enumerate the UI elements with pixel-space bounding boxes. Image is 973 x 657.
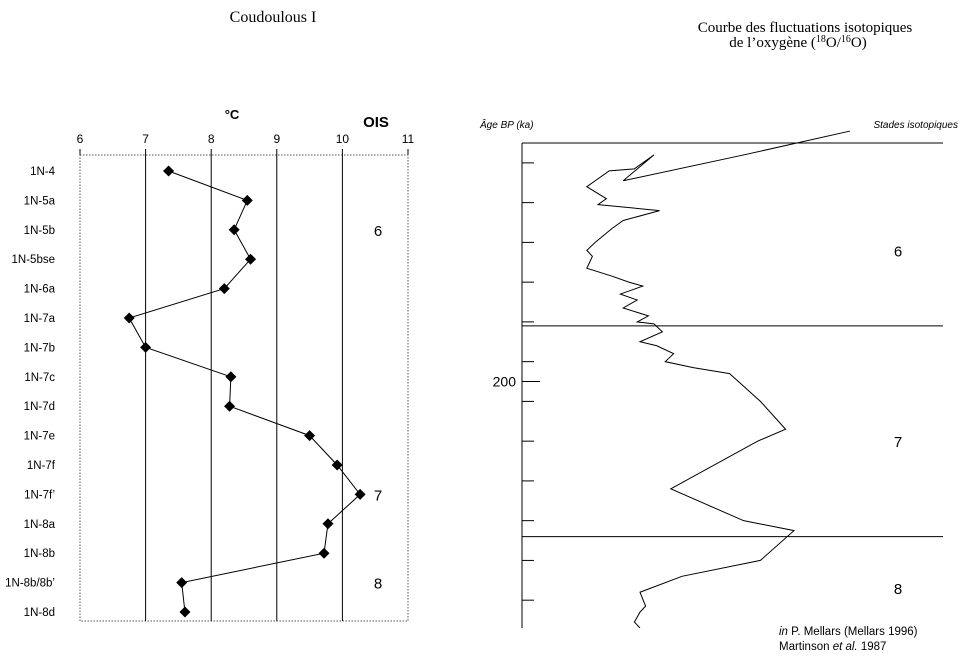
data-point-marker [218, 283, 230, 295]
stage-label: 6 [894, 243, 902, 260]
right-title-iso1-sup: 18 [816, 34, 826, 45]
stage-label: 8 [894, 581, 902, 598]
y-tick-label: 200 [493, 374, 517, 390]
stage-axis-label: Stades isotopiques [873, 120, 958, 131]
category-label: 1N-8d [24, 607, 55, 619]
x-tick-label: 6 [77, 132, 84, 146]
category-label: 1N-8b [24, 548, 55, 560]
plot-frame [79, 154, 409, 622]
category-label: 1N-7f’ [24, 489, 55, 501]
stage-label: 7 [374, 487, 382, 504]
data-point-marker [304, 430, 316, 442]
stage-label: 8 [374, 576, 382, 593]
category-label: 1N-7a [24, 313, 56, 325]
data-point-marker [163, 165, 175, 177]
data-point-marker [245, 253, 257, 265]
x-tick-label: 10 [336, 132, 350, 146]
right-title-iso2: O) [851, 35, 867, 51]
right-title-iso2-sup: 16 [841, 34, 851, 45]
data-point-marker [224, 400, 236, 412]
data-point-marker [241, 194, 253, 206]
category-label: 1N-6a [24, 284, 56, 296]
stage-label: 6 [374, 223, 382, 240]
data-point-marker [225, 371, 237, 383]
x-tick-label: 11 [402, 132, 415, 146]
data-point-marker [354, 488, 366, 500]
category-label: 1N-7f [27, 460, 56, 472]
category-label: 1N-5bse [12, 254, 55, 266]
data-point-marker [318, 547, 330, 559]
x-axis-label: °C [225, 107, 240, 122]
category-label: 1N-4 [30, 166, 56, 178]
credit-line1: in P. Mellars (Mellars 1996) [779, 626, 918, 638]
category-label: 1N-7e [24, 431, 55, 443]
credit-line2: Martinson et al. 1987 [779, 641, 886, 653]
credit-etal: et al. [833, 641, 858, 653]
data-point-marker [140, 341, 152, 353]
category-label: 1N-7d [24, 401, 55, 413]
x-tick-label: 8 [208, 132, 215, 146]
data-point-marker [322, 518, 334, 530]
category-label: 1N-5b [24, 225, 55, 237]
right-chart-title-line2: de l’oxygène (18O/16O) [729, 34, 866, 51]
category-label: 1N-7c [24, 372, 55, 384]
data-point-marker [228, 224, 240, 236]
right-isotope-chart: Âge BP (ka) Stades isotopiques 200 6 7 8 [479, 118, 958, 629]
stage-header: OIS [363, 114, 389, 131]
right-chart-title-line1: Courbe des fluctuations isotopiques [698, 20, 913, 36]
category-label: 1N-8b/8b’ [5, 578, 55, 590]
x-tick-label: 9 [273, 132, 280, 146]
credit-in: in [779, 626, 788, 638]
isotope-curve [585, 130, 851, 629]
category-label: 1N-5a [24, 195, 56, 207]
credit-martinson: Martinson [779, 641, 833, 653]
left-chart-title: Coudoulous I [230, 9, 317, 26]
stage-label: 7 [894, 434, 902, 451]
right-title-prefix: de l’oxygène ( [729, 35, 816, 51]
y-axis-label: Âge BP (ka) [479, 118, 534, 131]
credit-mellars: P. Mellars (Mellars 1996) [788, 626, 918, 638]
category-label: 1N-7b [24, 342, 55, 354]
data-point-marker [123, 312, 135, 324]
data-point-marker [179, 606, 191, 618]
left-temperature-chart: °C OIS 6 7 8 9 10 11 1N-4 1N-5a 1N-5b 1N-5bse 1N-… [5, 107, 415, 622]
x-tick-label: 7 [142, 132, 149, 146]
temperature-line [128, 170, 361, 613]
data-point-marker [331, 459, 343, 471]
right-title-iso1: O/ [826, 35, 842, 51]
data-point-marker [176, 577, 188, 589]
credit-year: 1987 [858, 641, 887, 653]
category-label: 1N-8a [24, 519, 56, 531]
